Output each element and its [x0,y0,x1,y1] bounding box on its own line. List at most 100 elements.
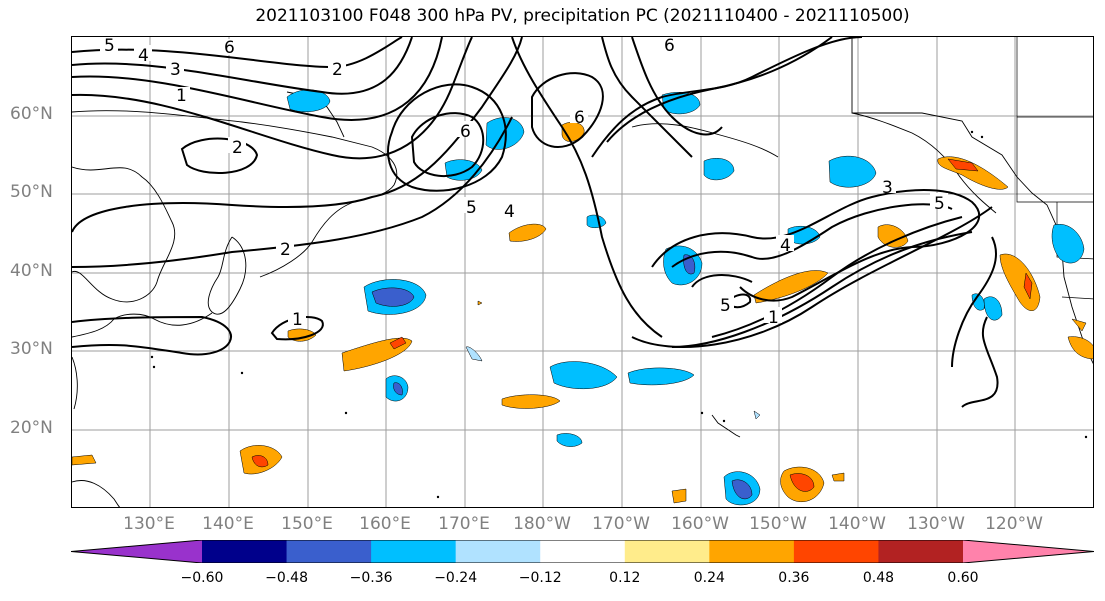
lat-label: 30°N [10,339,53,359]
colorbar-segments [71,540,1094,563]
borders [1016,37,1093,300]
colorbar-segment [624,540,710,563]
precip-blob [1051,223,1085,264]
colorbar-tick-label: 0.12 [609,570,641,586]
precip-blob [831,472,845,482]
lon-label: 180°W [513,514,571,534]
precip-blob [937,156,1009,190]
precip-blob [1071,318,1087,332]
precip-blob [393,382,403,396]
precip-blob [661,92,701,115]
contour-label: 2 [332,60,343,80]
precip-blob [947,158,979,172]
precip-blob [703,158,735,181]
precip-blob [389,336,407,350]
contour-label: 2 [280,240,291,260]
contour-label: 4 [504,202,515,222]
contour-label: 6 [460,122,471,142]
contour-label: 1 [292,310,303,330]
precip-blob [251,455,269,468]
colorbar-segment [709,540,795,563]
precip-blob [72,454,97,466]
precip-blob [671,488,687,504]
colorbar-tick-label: 0.48 [862,570,895,586]
lon-label: 130°W [907,514,965,534]
precip-blob [586,214,607,228]
lon-label: 170°E [438,514,490,534]
colorbar-tick-label: −0.36 [349,570,393,586]
precip-blob [999,253,1041,311]
lon-label: 140°E [202,514,254,534]
contour-label: 1 [176,86,187,106]
lon-label: 160°W [671,514,729,534]
contour-label: 3 [882,178,893,198]
colorbar-segment [540,540,626,563]
contour-label: 4 [780,236,791,256]
lon-label: 160°E [359,514,411,534]
precip-blob [1023,272,1033,300]
colorbar-tick-label: 0.36 [778,570,810,586]
colorbar-tick-label: 0.24 [693,570,725,586]
precip-blob [1067,336,1093,360]
precip-blob [877,224,909,248]
contour-label: 5 [934,194,945,214]
colorbar-tick-label: 0.60 [947,570,979,586]
pv-contours [72,37,999,408]
precip-blob [828,155,877,188]
precip-blob [508,223,547,242]
lat-label: 50°N [10,182,53,202]
colorbar-segment [286,540,372,563]
precip-blob [789,473,815,492]
precip-blob [731,479,753,500]
precip-blob [753,410,761,420]
colorbar [71,540,1094,563]
precip-blob [549,361,618,390]
contour-label-group: 5 4 3 6 1 2 2 2 1 6 5 4 6 6 [100,37,948,330]
precip-blob [753,270,829,304]
contour-label: 3 [170,60,181,80]
colorbar-segment [202,540,288,563]
lon-label: 120°W [985,514,1043,534]
graticule [72,37,1093,507]
lat-label: 40°N [10,261,53,281]
lat-label: 60°N [10,104,53,124]
precip-shading [72,89,1093,506]
colorbar-tick-label: −0.60 [180,570,224,586]
contour-label: 6 [574,108,585,128]
lon-label: 150°W [749,514,807,534]
precip-blob [663,245,703,286]
colorbar-segment [71,540,202,563]
colorbar-segment [963,540,1094,563]
lon-label: 140°W [828,514,886,534]
precip-blob [556,433,583,447]
precip-blob [371,287,415,307]
precip-blob [627,367,695,386]
contour-label: 6 [664,37,675,56]
colorbar-segment [878,540,964,563]
map-title: 2021103100 F048 300 hPa PV, precipitatio… [255,6,910,26]
precip-blob [501,394,561,409]
precip-blob [983,296,1003,321]
islands [150,130,1088,499]
contour-label: 1 [768,308,779,328]
colorbar-tick-label: −0.48 [265,570,308,586]
lon-label: 150°E [281,514,333,534]
lon-label: 130°E [123,514,175,534]
contour-label: 5 [720,296,731,316]
contour-label: 5 [104,37,115,56]
precip-blob [477,300,483,306]
colorbar-tick-label: −0.24 [434,570,478,586]
lon-label: 170°W [592,514,650,534]
colorbar-segment [371,540,457,563]
map-panel[interactable]: 5 4 3 6 1 2 2 2 1 6 5 4 6 6 [71,36,1094,508]
lat-label: 20°N [10,418,53,438]
contour-label: 2 [232,138,243,158]
contour-label: 6 [224,38,235,58]
contour-label: 4 [138,46,149,66]
map-canvas: 5 4 3 6 1 2 2 2 1 6 5 4 6 6 [72,37,1093,507]
colorbar-segment [455,540,541,563]
contour-label: 5 [466,198,477,218]
precip-blob [465,346,483,362]
colorbar-segment [793,540,879,563]
colorbar-tick-label: −0.12 [518,570,562,586]
